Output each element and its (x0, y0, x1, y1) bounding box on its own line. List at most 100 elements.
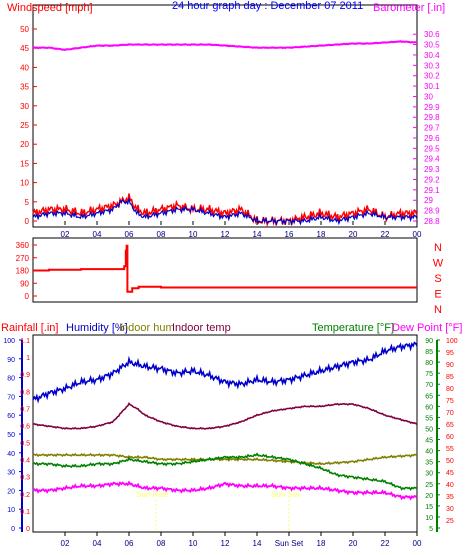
x-tick-label: 20 (349, 230, 358, 239)
x-tick-label: 12 (221, 230, 230, 239)
x-tick-label: 04 (93, 539, 102, 548)
rain-tick-label: 0.5 (20, 441, 30, 448)
x-tick-label: 12 (221, 539, 230, 548)
rain-tick-label: 1.1 (20, 338, 30, 345)
windspeed-tick-label: 45 (20, 44, 29, 53)
rain-tick-label: 0.7 (20, 406, 30, 413)
temperature-line (32, 452, 418, 491)
windspeed-axis-label: Windspeed [mph] (7, 2, 93, 14)
rain-tick-label: 0.2 (20, 492, 30, 499)
winddir-tick-label: 90 (20, 279, 29, 288)
compass-label: S (434, 273, 441, 285)
x-tick-label: 02 (61, 539, 70, 548)
rain-tick-label: 0.1 (20, 509, 30, 516)
rain-tick-label: 1 (26, 355, 30, 362)
humidity-tick-label: 90 (7, 357, 15, 364)
x-tick-label: 14 (253, 539, 262, 548)
temperature-tick-label: 15 (425, 504, 433, 511)
sunset-marker-label: Sun Set (271, 490, 300, 499)
dewpoint-line (32, 480, 418, 501)
winddir-tick-label: 360 (16, 241, 30, 250)
rain-tick-label: 0.3 (20, 475, 30, 482)
dewpoint-tick-label: 90 (446, 362, 454, 369)
indoor-temp-label: Indoor temp (172, 322, 231, 334)
gust-line (32, 196, 418, 226)
temperature-tick-label: 85 (425, 349, 433, 356)
winddir-line (33, 244, 417, 293)
barometer-tick-label: 28.9 (424, 207, 440, 216)
humidity-tick-label: 30 (7, 470, 15, 477)
barometer-tick-label: 30 (424, 92, 433, 101)
x-tick-label: 04 (93, 230, 102, 239)
humidity-tick-label: 80 (7, 376, 15, 383)
humidity-tick-label: 70 (7, 394, 15, 401)
barometer-tick-label: 29.8 (424, 113, 440, 122)
x-tick-label: 16 (285, 230, 294, 239)
indoor-hum-line (32, 452, 418, 466)
x-tick-label: 22 (381, 539, 390, 548)
sunrise-marker-label: Sun Rise (136, 490, 169, 499)
windspeed-tick-label: 10 (20, 179, 29, 188)
x-tick-label: 18 (317, 230, 326, 239)
temperature-tick-label: 90 (425, 338, 433, 345)
windspeed-line (32, 193, 418, 228)
winddir-tick-label: 180 (16, 267, 30, 276)
x-tick-label: 02 (61, 230, 70, 239)
humidity-tick-label: 40 (7, 451, 15, 458)
rain-tick-label: 0.6 (20, 423, 30, 430)
dewpoint-tick-label: 80 (446, 386, 454, 393)
compass-label: W (433, 258, 444, 270)
barometer-tick-label: 29.4 (424, 155, 440, 164)
compass-label: E (434, 289, 441, 301)
dewpoint-tick-label: 40 (446, 482, 454, 489)
dewpoint-tick-label: 95 (446, 350, 454, 357)
barometer-tick-label: 30.5 (424, 41, 440, 50)
temperature-tick-label: 30 (425, 471, 433, 478)
temperature-tick-label: 75 (425, 371, 433, 378)
temperature-tick-label: 10 (425, 515, 433, 522)
barometer-tick-label: 29.5 (424, 144, 440, 153)
humidity-tick-label: 100 (3, 338, 15, 345)
windspeed-tick-label: 25 (20, 121, 29, 130)
windspeed-tick-label: 35 (20, 83, 29, 92)
indoor-temp-line (32, 402, 418, 430)
temperature-tick-label: 40 (425, 449, 433, 456)
panel-temp-frame (32, 334, 418, 533)
temperature-tick-label: 5 (429, 526, 433, 533)
indoor-hum-label: Indoor hum (119, 322, 175, 334)
dewpoint-tick-label: 100 (446, 338, 458, 345)
humidity-line (32, 341, 418, 404)
barometer-tick-label: 29.6 (424, 134, 440, 143)
barometer-tick-label: 29.3 (424, 165, 440, 174)
dewpoint-tick-label: 75 (446, 398, 454, 405)
temperature-label: Temperature [°F] (312, 322, 394, 334)
x-tick-label: 20 (349, 539, 358, 548)
x-tick-label: 10 (189, 230, 198, 239)
barometer-tick-label: 28.8 (424, 217, 440, 226)
compass-label: N (434, 304, 442, 316)
humidity-tick-label: 10 (7, 507, 15, 514)
x-tick-label: 18 (317, 539, 326, 548)
humidity-tick-label: 0 (11, 526, 15, 533)
x-tick-label: 10 (189, 539, 198, 548)
dewpoint-tick-label: 25 (446, 518, 454, 525)
temperature-tick-label: 80 (425, 360, 433, 367)
barometer-tick-label: 29.2 (424, 175, 440, 184)
x-tick-label: 08 (157, 539, 166, 548)
barometer-tick-label: 29.7 (424, 124, 440, 133)
dewpoint-tick-label: 65 (446, 422, 454, 429)
humidity-tick-label: 20 (7, 488, 15, 495)
barometer-tick-label: 29.9 (424, 103, 440, 112)
windspeed-tick-label: 15 (20, 159, 29, 168)
tick-layer: 0510152025303540455028.828.92929.129.229… (3, 25, 457, 548)
dewpoint-tick-label: 30 (446, 506, 454, 513)
temperature-tick-label: 20 (425, 493, 433, 500)
windspeed-tick-label: 0 (25, 217, 30, 226)
barometer-tick-label: 30.1 (424, 82, 440, 91)
barometer-tick-label: 30.4 (424, 51, 440, 60)
temperature-tick-label: 70 (425, 382, 433, 389)
x-tick-label: 00 (413, 230, 422, 239)
x-tick-label: 00 (413, 539, 422, 548)
chart-title: 24 hour graph day : December 07 2011 (172, 0, 363, 12)
